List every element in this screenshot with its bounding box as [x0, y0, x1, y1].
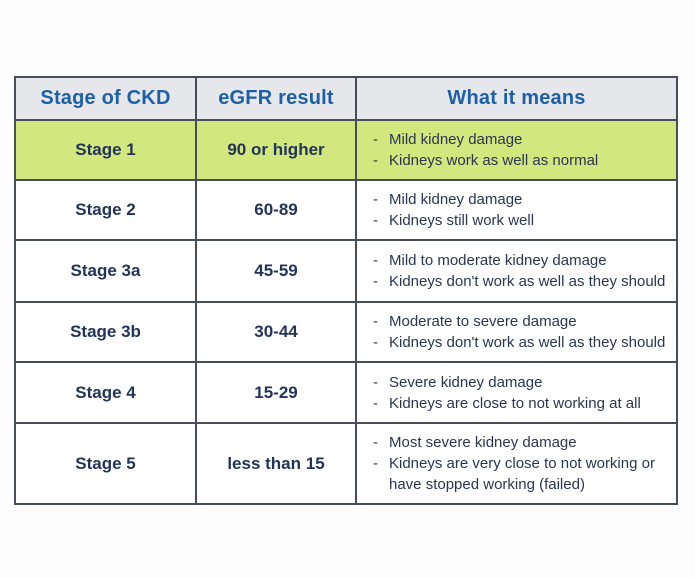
egfr-cell: 45-59: [195, 239, 357, 303]
meaning-text: Kidneys are very close to not working or…: [389, 455, 655, 493]
egfr-cell: 90 or higher: [195, 119, 357, 181]
table-row-stage-4: Stage 4 15-29 - Severe kidney damage - Kid…: [14, 361, 678, 424]
egfr-value: 45-59: [254, 261, 298, 280]
column-header-meaning: What it means: [355, 76, 678, 121]
stage-cell: Stage 4: [14, 361, 197, 424]
dash-bullet: -: [373, 252, 378, 269]
meaning-text: Kidneys work as well as normal: [389, 152, 599, 169]
dash-bullet: -: [373, 434, 378, 451]
stage-cell: Stage 3b: [14, 301, 197, 363]
table-row-stage-3a: Stage 3a 45-59 - Mild to moderate kidney …: [14, 239, 678, 303]
meaning-item: - Most severe kidney damage: [373, 432, 670, 453]
meaning-item: - Kidneys don't work as well as they shou…: [373, 332, 670, 353]
meaning-text: Kidneys still work well: [389, 212, 535, 229]
meaning-text: Kidneys don't work as well as they shoul…: [389, 334, 666, 351]
stage-label: Stage 2: [75, 200, 136, 219]
egfr-cell: 15-29: [195, 361, 357, 424]
table-row-stage-1: Stage 1 90 or higher - Mild kidney damage…: [14, 119, 678, 181]
egfr-cell: less than 15: [195, 422, 357, 505]
stage-label: Stage 5: [75, 453, 136, 473]
column-header-stage: Stage of CKD: [14, 76, 197, 121]
stage-cell: Stage 5: [14, 422, 197, 505]
meaning-item: - Kidneys don't work as well as they shou…: [373, 271, 670, 292]
meaning-item: - Mild to moderate kidney damage: [373, 250, 670, 271]
egfr-cell: 30-44: [195, 301, 357, 363]
meaning-cell: - Most severe kidney damage - Kidneys are …: [355, 422, 678, 505]
stage-label: Stage 4: [75, 382, 136, 402]
meaning-item: - Mild kidney damage: [373, 129, 670, 150]
stage-label: Stage 3a: [70, 261, 141, 280]
dash-bullet: -: [373, 273, 378, 290]
dash-bullet: -: [373, 191, 378, 208]
meaning-text: Severe kidney damage: [389, 373, 543, 391]
meaning-cell: - Moderate to severe damage - Kidneys don'…: [355, 301, 678, 363]
stage-cell: Stage 1: [14, 119, 197, 181]
meaning-item: - Moderate to severe damage: [373, 311, 670, 332]
table-row-stage-2: Stage 2 60-89 - Mild kidney damage - Kidne…: [14, 179, 678, 241]
stage-cell: Stage 3a: [14, 239, 197, 303]
column-header-egfr: eGFR result: [195, 76, 357, 121]
meaning-cell: - Mild kidney damage - Kidneys still work …: [355, 179, 678, 241]
meaning-text: Mild kidney damage: [389, 191, 523, 208]
meaning-item: - Severe kidney damage: [373, 372, 670, 393]
ckd-stages-table: Stage of CKD eGFR result What it means S…: [14, 76, 678, 505]
egfr-value: 60-89: [254, 200, 298, 219]
meaning-text: Kidneys are close to not working at all: [389, 394, 641, 412]
meaning-cell: - Mild kidney damage - Kidneys work as wel…: [355, 119, 678, 181]
dash-bullet: -: [373, 394, 378, 412]
egfr-value: 30-44: [254, 322, 298, 341]
dash-bullet: -: [373, 455, 378, 472]
stage-cell: Stage 2: [14, 179, 197, 241]
dash-bullet: -: [373, 313, 378, 330]
table-row-stage-5: Stage 5 less than 15 - Most severe kidney…: [14, 422, 678, 505]
dash-bullet: -: [373, 152, 378, 169]
table-row-stage-3b: Stage 3b 30-44 - Moderate to severe damag…: [14, 301, 678, 363]
dash-bullet: -: [373, 212, 378, 229]
egfr-value: 90 or higher: [227, 140, 325, 159]
meaning-text: Moderate to severe damage: [389, 313, 577, 330]
stage-label: Stage 1: [75, 140, 136, 159]
meaning-text: Mild to moderate kidney damage: [389, 252, 607, 269]
egfr-value: less than 15: [227, 453, 325, 473]
meaning-text: Kidneys don't work as well as they shoul…: [389, 273, 666, 290]
egfr-cell: 60-89: [195, 179, 357, 241]
meaning-item: - Kidneys are very close to not working o…: [373, 453, 670, 495]
meaning-cell: - Severe kidney damage - Kidneys are close…: [355, 361, 678, 424]
meaning-item: - Kidneys work as well as normal: [373, 150, 670, 171]
header-row: Stage of CKD eGFR result What it means: [14, 76, 678, 121]
dash-bullet: -: [373, 131, 378, 148]
meaning-item: - Kidneys still work well: [373, 210, 670, 231]
meaning-cell: - Mild to moderate kidney damage - Kidneys…: [355, 239, 678, 303]
stage-label: Stage 3b: [70, 322, 141, 341]
meaning-text: Most severe kidney damage: [389, 434, 577, 451]
meaning-item: - Mild kidney damage: [373, 189, 670, 210]
meaning-item: - Kidneys are close to not working at all: [373, 393, 670, 414]
meaning-text: Mild kidney damage: [389, 131, 523, 148]
dash-bullet: -: [373, 373, 378, 391]
dash-bullet: -: [373, 334, 378, 351]
egfr-value: 15-29: [254, 382, 298, 402]
